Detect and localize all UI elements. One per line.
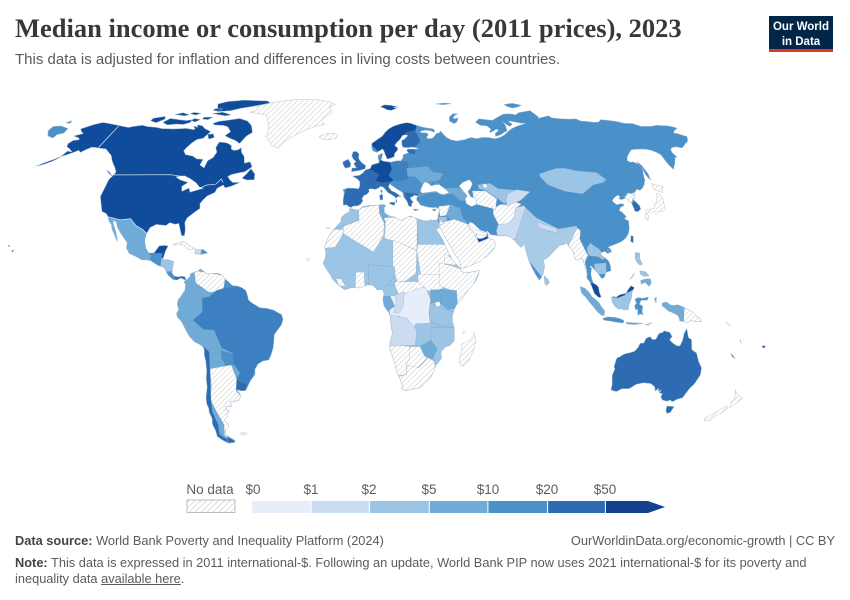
svg-text:$2: $2	[361, 482, 376, 497]
svg-text:$1: $1	[303, 482, 318, 497]
svg-text:$20: $20	[536, 482, 559, 497]
svg-text:$10: $10	[477, 482, 500, 497]
svg-text:$50: $50	[594, 482, 617, 497]
svg-text:$5: $5	[421, 482, 436, 497]
svg-text:$0: $0	[245, 482, 260, 497]
svg-text:No data: No data	[186, 482, 234, 497]
